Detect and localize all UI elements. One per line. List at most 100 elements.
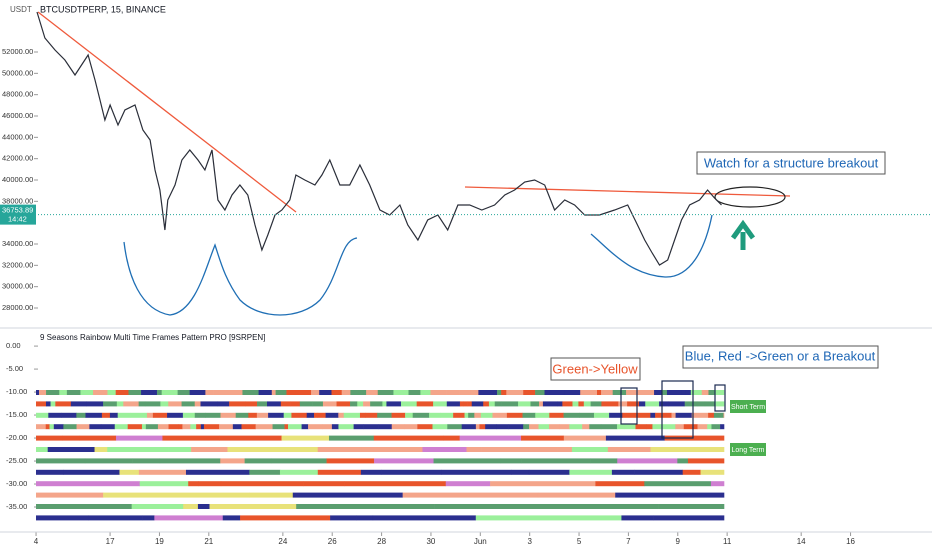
stripe-segment (162, 435, 220, 441)
stripe-segment (569, 469, 613, 475)
stripe-segment (344, 481, 447, 487)
stripe-segment (485, 424, 497, 430)
stripe-segment (88, 515, 143, 521)
stripe-segment (338, 424, 354, 430)
stripe-segment (317, 447, 363, 452)
stripe-segment (338, 412, 345, 418)
stripe-segment (220, 412, 237, 418)
y-tick-label: 28000.00 (2, 303, 33, 312)
stripe-segment (511, 469, 530, 475)
stripe-segment (542, 401, 558, 407)
stripe-segment (374, 458, 434, 464)
stripe-segment (326, 458, 375, 464)
stripe-segment (466, 447, 482, 452)
stripe-segment (475, 424, 480, 430)
stripe-segment (445, 481, 491, 487)
stripe-segment (350, 401, 358, 407)
stripe-segment (288, 424, 302, 430)
stripe-segment (63, 469, 120, 475)
stripe-segment (479, 424, 486, 430)
stripe-segment (459, 401, 464, 407)
stripe-segment (325, 412, 339, 418)
stripe-segment (595, 481, 645, 487)
stripe-segment (205, 390, 214, 395)
stripe-segment (429, 412, 441, 418)
stripe-segment (646, 424, 653, 430)
x-tick-label: 9 (676, 537, 681, 546)
stripe-segment (381, 469, 442, 475)
stripe-segment (220, 481, 304, 487)
stripe-segment (123, 401, 139, 407)
stripe-segment (666, 390, 671, 395)
stripe-segment (630, 401, 640, 407)
x-tick-label: 16 (846, 537, 855, 546)
stripe-segment (244, 458, 272, 464)
stripe-segment (492, 412, 508, 418)
stripe-segment (635, 424, 647, 430)
y-tick-label: 30000.00 (2, 282, 33, 291)
curve (123, 237, 358, 316)
note: Blue, Red ->Green or a Breakout (685, 348, 876, 363)
stripe-segment (654, 390, 663, 395)
x-tick-label: 3 (527, 537, 532, 546)
tag-text: Long Term (732, 447, 765, 454)
stripe-segment (289, 447, 319, 452)
stripe-segment (79, 435, 117, 441)
highlight-box (714, 384, 726, 412)
stripe-segment (205, 412, 221, 418)
stripe-segment (650, 412, 656, 418)
stripe-segment (664, 435, 725, 441)
y-tick-label: 46000.00 (2, 111, 33, 120)
stripe-segment (157, 424, 169, 430)
stripe-segment (420, 390, 431, 395)
stripe-segment (117, 412, 131, 418)
stripe-segment (197, 504, 210, 509)
stripe-segment (154, 515, 224, 521)
stripe-segment (257, 401, 268, 407)
stripe-segment (475, 515, 622, 521)
stripe-segment (714, 390, 719, 395)
stripe-segment (159, 458, 221, 464)
stripe-segment (322, 424, 333, 430)
stripe-segment (417, 424, 433, 430)
stripe-segment (582, 424, 590, 430)
stripe-segment (200, 424, 205, 430)
stripe-segment (589, 424, 602, 430)
stripe-segment (557, 447, 573, 452)
stripe-segment (655, 412, 672, 418)
stripe-segment (138, 401, 146, 407)
stripe-segment (295, 390, 312, 395)
stripe-segment (453, 412, 465, 418)
stripe-segment (474, 412, 482, 418)
stripe-segment (141, 424, 147, 430)
stripe-segment (593, 390, 598, 395)
stripe-segment (506, 412, 523, 418)
stripe-segment (611, 469, 635, 475)
stripe-segment (228, 390, 234, 395)
stripe-segment (708, 390, 715, 395)
stripe-segment (535, 390, 545, 395)
stripe-segment (622, 412, 638, 418)
stripe-segment (248, 412, 258, 418)
note-box (550, 357, 641, 381)
stripe-segment (391, 424, 405, 430)
stripe-segment (86, 401, 104, 407)
stripe-segment (235, 412, 249, 418)
stripe-segment (341, 390, 351, 395)
stripe-segment (128, 390, 142, 395)
stripe-segment (232, 424, 242, 430)
stripe-segment (275, 390, 287, 395)
stripe-segment (281, 435, 330, 441)
stripe-segment (107, 390, 116, 395)
stripe-segment (434, 504, 551, 509)
stripe-segment (711, 424, 721, 430)
stripe-segment (569, 424, 583, 430)
stripe-segment (292, 492, 403, 498)
stripe-segment (523, 390, 536, 395)
stripe-segment (103, 401, 118, 407)
stripe-segment (55, 401, 72, 407)
stripe-segment (682, 469, 701, 475)
stripe-segment (183, 504, 199, 509)
